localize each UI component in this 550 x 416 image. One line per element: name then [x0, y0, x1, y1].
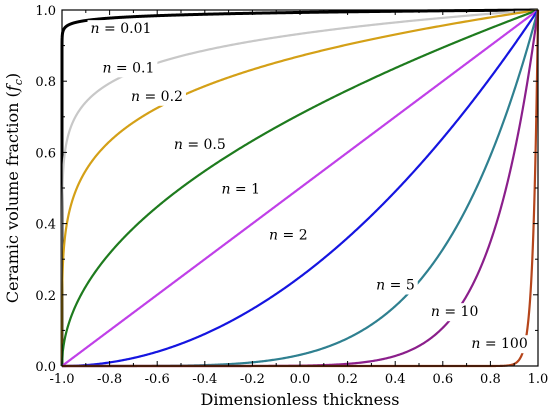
curve-label-n-1: n = 1 — [218, 180, 264, 199]
curve-label-background — [373, 276, 418, 295]
x-tick-label: 0.2 — [337, 372, 358, 387]
curve-label-n-0p2: n = 0.2 — [128, 87, 186, 106]
curve-label-text: n = 2 — [269, 228, 308, 244]
x-tick-label: -1.0 — [49, 372, 74, 387]
curve-label-text: n = 0.1 — [102, 60, 154, 76]
y-tick-label: 0.8 — [35, 75, 56, 90]
curve-label-n-5: n = 5 — [373, 276, 418, 295]
y-tick-label: 0.4 — [35, 218, 56, 233]
curve-label-background — [87, 20, 155, 39]
y-axis-title-suffix: ) — [3, 73, 22, 79]
curve-label-text: n = 5 — [376, 277, 415, 293]
curve-label-n-100: n = 100 — [468, 335, 531, 354]
curve-label-n-0p1: n = 0.1 — [99, 59, 158, 78]
y-tick-label: 0.2 — [35, 289, 56, 304]
curve-label-background — [99, 59, 158, 78]
curve-label-n-0p5: n = 0.5 — [170, 135, 229, 154]
y-tick-label: 1.0 — [35, 4, 56, 19]
x-tick-label: 0.8 — [480, 372, 501, 387]
curve-label-text: n = 0.5 — [174, 137, 226, 153]
series-line-n-0p2 — [60, 8, 539, 366]
series-line-n-0p01 — [60, 8, 539, 366]
y-axis-title-variable: f — [3, 82, 22, 92]
curve-label-text: n = 1 — [221, 181, 260, 197]
x-tick-label: 1.0 — [528, 372, 549, 387]
curve-label-background — [170, 135, 229, 154]
curve-labels-layer: n = 0.01 n = 0.1 n = 0.2 n = 0.5 n = 1 n = 2 n… — [87, 20, 531, 354]
y-tick-label: 0.6 — [35, 146, 56, 161]
series-line-n-1 — [61, 9, 539, 367]
y-axis-title-prefix: Ceramic volume fraction ( — [3, 91, 22, 303]
x-tick-label: -0.4 — [192, 372, 217, 387]
x-tick-label: -0.6 — [145, 372, 170, 387]
curve-label-background — [218, 180, 264, 199]
x-tick-label: -0.2 — [240, 372, 265, 387]
y-axis-title: Ceramic volume fraction (fc) — [3, 73, 25, 303]
x-tick-label: 0.4 — [385, 372, 406, 387]
curve-label-n-0p01: n = 0.01 — [87, 20, 155, 39]
curve-label-text: n = 10 — [431, 304, 478, 320]
x-tick-label: 0.6 — [432, 372, 453, 387]
curve-label-text: n = 0.2 — [131, 89, 183, 105]
curve-label-n-10: n = 10 — [427, 303, 482, 322]
x-tick-label: 0.0 — [290, 372, 311, 387]
ticks-layer: -1.0 -0.8 -0.6 -0.4 -0.2 0.0 0.2 0.4 0.6 0.8 1.0 0.… — [35, 4, 548, 387]
curve-label-background — [266, 226, 311, 245]
x-axis-title: Dimensionless thickness — [201, 390, 400, 409]
curve-label-background — [128, 87, 186, 106]
curve-label-text: n = 100 — [471, 336, 527, 352]
series-line-n-0p5 — [60, 8, 539, 367]
series-line-n-2 — [61, 9, 539, 368]
curve-label-n-2: n = 2 — [266, 226, 311, 245]
y-tick-label: 0.0 — [35, 360, 56, 375]
x-tick-label: -0.8 — [97, 372, 122, 387]
y-axis-title-subscript: c — [12, 79, 25, 85]
curve-label-text: n = 0.01 — [91, 21, 152, 37]
curve-label-background — [427, 303, 482, 322]
curve-label-background — [468, 335, 531, 354]
